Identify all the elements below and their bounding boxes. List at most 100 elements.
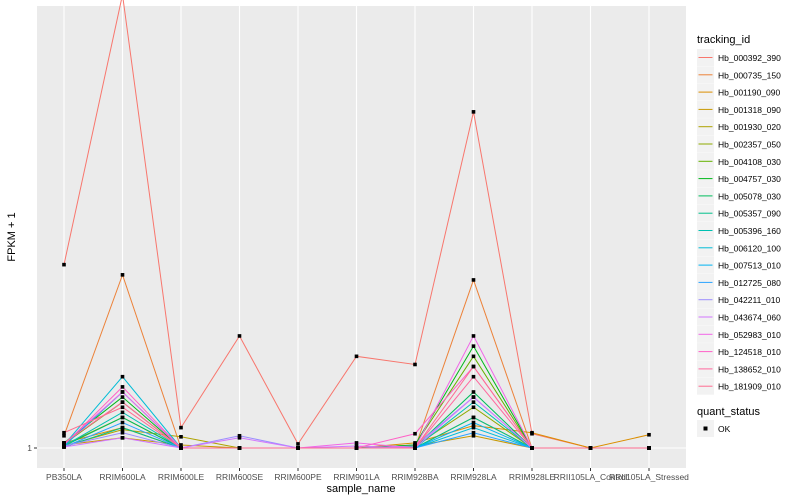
x-tick-label: RRIM600LA [99,472,146,482]
legend-label: Hb_138652_010 [718,364,781,374]
data-point-Hb_002357_050 [471,405,476,410]
data-point-Hb_181909_010 [62,430,66,435]
data-point-Hb_005396_160 [120,410,125,415]
legend-label: Hb_042211_010 [718,295,781,305]
data-point-Hb_181909_010 [120,405,125,410]
data-point-Hb_005078_030 [471,390,476,394]
data-point-Hb_043674_060 [471,395,476,399]
data-point-Hb_181909_010 [179,446,183,450]
data-point-Hb_001930_020 [120,427,125,432]
legend-label: Hb_004757_030 [718,174,781,184]
x-tick-label: RRIM928LA [450,472,497,482]
legend-label: Hb_004108_030 [718,157,781,167]
legend-label: Hb_052983_010 [718,330,781,340]
y-tick-label: 1 [27,443,32,453]
data-point-Hb_000392_390 [471,110,476,114]
data-point-Hb_001190_090 [647,432,651,437]
data-point-Hb_181909_010 [354,446,359,450]
x-tick-label: RRIM600PE [274,472,322,482]
data-point-Hb_052983_010 [354,441,359,445]
legend-label: Hb_001930_020 [718,122,781,132]
legend-label: Hb_005078_030 [718,191,781,201]
data-point-Hb_006120_100 [120,374,125,379]
data-point-Hb_043674_060 [62,445,66,449]
data-point-Hb_181909_010 [471,364,476,369]
y-axis: 1 [27,443,37,453]
x-axis: PB350LA RRIM600LA RRIM600LE RRIM600SE RRIM60… [46,468,689,482]
shape-legend-label: OK [718,424,731,434]
data-point-Hb_001318_090 [471,433,476,438]
data-point-Hb_001190_090 [413,441,417,445]
data-point-Hb_004757_030 [120,395,125,399]
legend-label: Hb_124518_010 [718,347,781,357]
data-point-Hb_042211_010 [237,433,242,438]
data-point-Hb_005357_090 [471,415,476,420]
data-point-Hb_007513_010 [471,420,476,425]
data-point-Hb_181909_010 [296,446,300,450]
x-tick-label: RRIM928LE [509,472,556,482]
legend-label: Hb_000735_150 [718,70,781,80]
data-point-Hb_042211_010 [413,444,417,448]
data-point-Hb_124518_010 [62,443,66,447]
legend-label: Hb_000392_390 [718,53,781,63]
data-point-Hb_004757_030 [471,344,476,348]
data-point-Hb_124518_010 [413,431,417,436]
data-point-Hb_181909_010 [588,446,593,450]
data-point-Hb_000392_390 [296,442,300,446]
data-point-Hb_012725_080 [471,430,476,435]
data-point-Hb_012725_080 [120,420,125,425]
legend-label: Hb_001318_090 [718,105,781,115]
panel-background [37,6,686,468]
data-point-Hb_000392_390 [62,262,66,267]
data-point-Hb_000392_390 [413,362,417,367]
legend-title: tracking_id [697,34,750,46]
data-point-Hb_138652_010 [471,374,476,379]
data-point-Hb_000735_150 [471,278,476,282]
data-points [62,110,651,450]
legend-label: Hb_005396_160 [718,226,781,236]
y-axis-title: FPKM + 1 [6,212,18,261]
data-point-Hb_042211_010 [120,430,125,435]
data-point-Hb_004108_030 [471,354,476,359]
legend-label: Hb_012725_080 [718,278,781,288]
shape-legend-marker [703,426,708,431]
data-point-Hb_001190_090 [530,430,534,435]
data-point-Hb_052983_010 [471,334,476,338]
x-tick-label: RRIM600LE [158,472,205,482]
x-tick-label: RRIM928BA [391,472,439,482]
grid-lines [37,6,686,468]
data-point-Hb_005357_090 [120,425,125,430]
data-point-Hb_181909_010 [413,446,417,450]
data-point-Hb_181909_010 [237,446,242,450]
data-point-Hb_000392_390 [354,354,359,359]
legend-label: Hb_001190_090 [718,88,781,98]
data-point-Hb_006120_100 [471,425,476,430]
x-tick-label: PB350LA [46,472,82,482]
data-point-Hb_043674_060 [120,436,125,440]
data-point-Hb_124518_010 [120,385,125,389]
legend-label: Hb_002357_050 [718,140,781,150]
data-point-Hb_181909_010 [647,446,651,450]
data-point-Hb_052983_010 [120,390,125,394]
data-point-Hb_043674_060 [237,436,242,440]
data-point-Hb_000392_390 [237,334,242,338]
data-point-Hb_005078_030 [120,415,125,420]
legend: tracking_id quant_status OK Hb_000392_39… [697,34,781,437]
x-axis-title: sample_name [326,483,395,495]
data-point-Hb_000392_390 [179,425,183,430]
data-point-Hb_181909_010 [530,446,534,450]
data-point-Hb_001318_090 [179,443,183,447]
x-tick-label: RRII105LA_Stressed [609,472,689,482]
data-point-Hb_138652_010 [62,441,66,445]
data-point-Hb_001190_090 [471,423,476,428]
data-point-Hb_005396_160 [471,400,476,404]
x-tick-label: RRII105LA_Control [554,472,628,482]
data-point-Hb_000735_150 [62,433,66,438]
legend-label: Hb_043674_060 [718,313,781,323]
x-tick-label: RRIM901LA [333,472,380,482]
legend-label: Hb_006120_100 [718,243,781,253]
data-point-Hb_000735_150 [120,273,125,277]
shape-legend-title: quant_status [697,406,760,418]
legend-label: Hb_005357_090 [718,209,781,219]
